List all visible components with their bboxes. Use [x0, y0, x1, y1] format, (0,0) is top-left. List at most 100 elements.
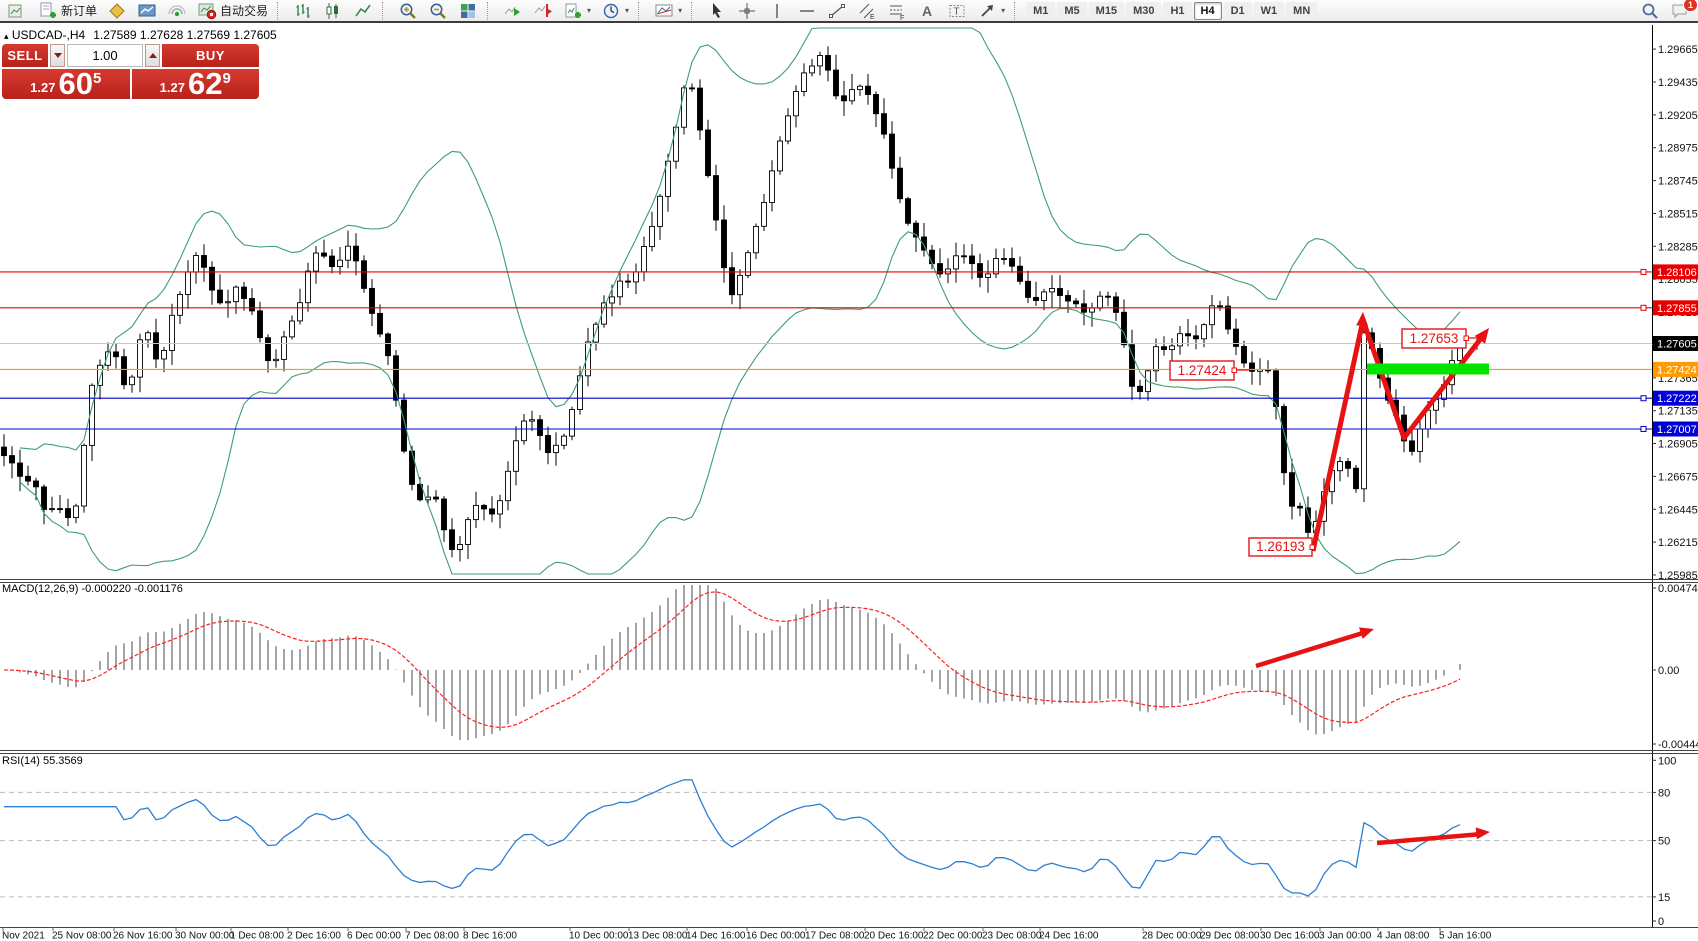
price-axis[interactable]: 1.25985 1.26215 1.26445 1.26675 1.26905 1.271…: [1652, 44, 1698, 582]
buy-button[interactable]: BUY: [162, 44, 259, 67]
support-zone-highlight[interactable]: [1367, 363, 1489, 375]
trend-line-button[interactable]: [823, 0, 851, 21]
auto-trading-button[interactable]: 自动交易: [193, 0, 272, 21]
new-order-button[interactable]: 新订单: [34, 0, 101, 21]
horizontal-line-icon: [797, 1, 817, 21]
text-label-button[interactable]: T: [943, 0, 971, 21]
period-clock-icon: [601, 1, 621, 21]
chart-fragment-button[interactable]: [4, 0, 32, 21]
trend-line-icon: [827, 1, 847, 21]
notification-badge: 1: [1682, 0, 1698, 12]
auto-scroll-icon: [503, 1, 523, 21]
rsi-pane: 100 80 50 15 0: [0, 755, 1676, 928]
text-button[interactable]: A: [913, 0, 941, 21]
timeframe-button-M1[interactable]: M1: [1026, 1, 1056, 20]
new-order-icon: [38, 1, 58, 21]
sell-button[interactable]: SELL: [2, 44, 48, 67]
sell-price-button[interactable]: 1.27 60 5: [2, 68, 130, 99]
timeframe-button-H1[interactable]: H1: [1163, 1, 1192, 20]
timeframe-button-M15[interactable]: M15: [1088, 1, 1125, 20]
vertical-line-icon: [767, 1, 787, 21]
cursor-button[interactable]: [703, 0, 731, 21]
hline-anchor[interactable]: [1640, 395, 1647, 402]
svg-text:F: F: [900, 15, 904, 21]
timeframe-button-M5[interactable]: M5: [1057, 1, 1087, 20]
hline-anchor[interactable]: [1640, 425, 1647, 432]
svg-text:1.26445: 1.26445: [1658, 504, 1698, 516]
svg-text:24 Dec 16:00: 24 Dec 16:00: [1039, 931, 1099, 941]
zoom-in-button[interactable]: [394, 0, 422, 21]
annotations[interactable]: 1.27653 1.27424 1.26193: [1169, 312, 1490, 846]
macd-name: MACD(12,26,9): [2, 583, 79, 595]
svg-text:1.27007: 1.27007: [1657, 424, 1697, 436]
volume-input[interactable]: [67, 44, 143, 67]
time-axis[interactable]: Nov 2021 25 Nov 08:00 26 Nov 16:00 30 Nov 0…: [2, 927, 1492, 941]
line-chart-button[interactable]: [349, 0, 377, 21]
volume-decrease-button[interactable]: [50, 44, 65, 67]
svg-text:1.26905: 1.26905: [1658, 439, 1698, 451]
volume-increase-button[interactable]: [145, 44, 160, 67]
macd-pane: 0.004742 0.00 -0.004448: [3, 583, 1698, 751]
svg-text:1.27222: 1.27222: [1657, 393, 1697, 405]
timeframe-button-M30[interactable]: M30: [1126, 1, 1162, 20]
arrows-button[interactable]: ▾: [973, 0, 1009, 21]
svg-text:1.28285: 1.28285: [1658, 241, 1698, 253]
crosshair-button[interactable]: [733, 0, 761, 21]
horizontal-line-button[interactable]: [793, 0, 821, 21]
market-watch-button[interactable]: [133, 0, 161, 21]
indicators-button[interactable]: ▾: [650, 0, 686, 21]
auto-scroll-button[interactable]: [499, 0, 527, 21]
search-button[interactable]: [1636, 0, 1664, 21]
svg-text:1.27135: 1.27135: [1658, 406, 1698, 418]
toolbar-separator: [691, 1, 698, 20]
macd-trend-arrow[interactable]: [1255, 629, 1367, 669]
svg-text:29 Dec 08:00: 29 Dec 08:00: [1200, 931, 1260, 941]
svg-text:Nov 2021: Nov 2021: [2, 931, 45, 941]
bar-chart-button[interactable]: [289, 0, 317, 21]
timeframe-button-D1[interactable]: D1: [1223, 1, 1252, 20]
svg-text:1.27424: 1.27424: [1178, 363, 1227, 378]
spinner-up-icon: [148, 53, 157, 58]
timeframe-button-H4[interactable]: H4: [1193, 1, 1222, 20]
buy-price-button[interactable]: 1.27 62 9: [131, 68, 259, 99]
spinner-down-icon: [53, 53, 62, 58]
zoom-out-button[interactable]: [424, 0, 452, 21]
svg-text:1.28975: 1.28975: [1658, 143, 1698, 155]
svg-text:-0.004448: -0.004448: [1658, 739, 1698, 751]
svg-text:1.26193: 1.26193: [1256, 539, 1305, 554]
trend-zigzag[interactable]: [1310, 317, 1484, 552]
svg-text:1 Dec 08:00: 1 Dec 08:00: [230, 931, 284, 941]
svg-text:50: 50: [1658, 836, 1670, 848]
price-level-lines[interactable]: [0, 268, 1652, 432]
chart-shift-button[interactable]: [529, 0, 557, 21]
svg-text:4 Jan 08:00: 4 Jan 08:00: [1377, 931, 1430, 941]
channel-button[interactable]: E: [853, 0, 881, 21]
chart-symbol-period: USDCAD-,H4: [11, 28, 86, 42]
market-watch-icon: [137, 1, 157, 21]
hline-anchor[interactable]: [1640, 268, 1647, 275]
zoom-in-icon: [398, 1, 418, 21]
main-toolbar: 新订单 自动交易 ▾ ▾ ▾ E F A T ▾ M1 M5 M15 M30 H1 H4 D1 W1 MN 1: [0, 0, 1698, 23]
period-clock-button[interactable]: ▾: [597, 0, 633, 21]
tile-windows-button[interactable]: [454, 0, 482, 21]
vertical-line-button[interactable]: [763, 0, 791, 21]
chart-ohlc-values: 1.27589 1.27628 1.27569 1.27605: [93, 28, 277, 42]
hline-anchor[interactable]: [1640, 304, 1647, 311]
chat-button[interactable]: 1: [1666, 0, 1698, 21]
rsi-trend-arrow[interactable]: [1376, 831, 1483, 846]
history-center-button[interactable]: [103, 0, 131, 21]
timeframe-button-W1[interactable]: W1: [1253, 1, 1285, 20]
svg-text:0.00: 0.00: [1658, 665, 1679, 677]
svg-text:A: A: [922, 3, 932, 19]
fibonacci-button[interactable]: F: [883, 0, 911, 21]
axis-badge-1.27855: [1653, 300, 1698, 316]
candlestick-chart-icon: [323, 1, 343, 21]
rsi-name: RSI(14): [2, 755, 40, 767]
signals-button[interactable]: [163, 0, 191, 21]
candlestick-chart-button[interactable]: [319, 0, 347, 21]
new-chart-button[interactable]: ▾: [559, 0, 595, 21]
timeframe-button-MN[interactable]: MN: [1286, 1, 1318, 20]
crosshair-icon: [737, 1, 757, 21]
